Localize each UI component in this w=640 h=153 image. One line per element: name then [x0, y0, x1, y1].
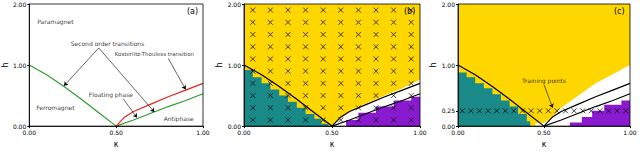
svg-text:2.00: 2.00 — [442, 1, 456, 8]
svg-text:Second order transitions: Second order transitions — [71, 40, 145, 47]
svg-text:0.00: 0.00 — [23, 129, 37, 136]
svg-text:0.00: 0.00 — [451, 129, 465, 136]
svg-text:0.50: 0.50 — [109, 129, 123, 136]
svg-text:1.00: 1.00 — [442, 62, 456, 69]
svg-text:h: h — [429, 63, 438, 68]
svg-text:κ: κ — [542, 140, 547, 149]
svg-text:0.00: 0.00 — [227, 122, 241, 130]
svg-text:κ: κ — [114, 140, 119, 149]
svg-text:1.00: 1.00 — [413, 129, 427, 136]
svg-text:1.00: 1.00 — [228, 62, 242, 69]
svg-text:0.00: 0.00 — [12, 122, 27, 130]
svg-text:2.00: 2.00 — [228, 1, 242, 8]
svg-text:0.50: 0.50 — [537, 129, 551, 136]
svg-text:Kosterlitz-Thouless transition: Kosterlitz-Thouless transition — [115, 51, 195, 57]
svg-text:2.00: 2.00 — [13, 1, 27, 8]
svg-text:Antiphase: Antiphase — [164, 115, 194, 123]
svg-text:h: h — [215, 63, 224, 68]
svg-text:1.00: 1.00 — [196, 129, 210, 136]
svg-text:0.50: 0.50 — [325, 129, 339, 136]
svg-text:1.00: 1.00 — [623, 129, 637, 136]
svg-text:1.00: 1.00 — [13, 62, 27, 69]
svg-text:0.25: 0.25 — [442, 107, 456, 114]
svg-text:Floating phase: Floating phase — [89, 91, 133, 99]
svg-text:Ferromagnet: Ferromagnet — [36, 104, 75, 112]
svg-text:Paramagnet: Paramagnet — [37, 18, 74, 26]
svg-text:0.00: 0.00 — [237, 129, 251, 136]
svg-text:h: h — [1, 63, 10, 68]
svg-text:0.00: 0.00 — [441, 122, 455, 130]
svg-text:κ: κ — [330, 140, 335, 149]
svg-text:Training points: Training points — [521, 77, 566, 85]
